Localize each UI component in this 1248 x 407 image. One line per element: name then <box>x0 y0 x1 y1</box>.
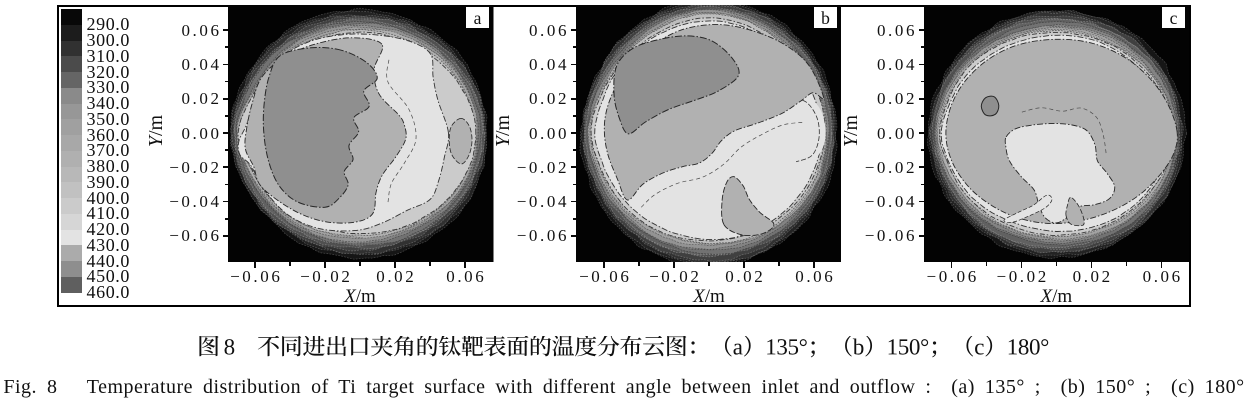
svg-text:b: b <box>821 8 830 28</box>
svg-text:c: c <box>1169 8 1177 28</box>
svg-text:a: a <box>474 8 482 28</box>
